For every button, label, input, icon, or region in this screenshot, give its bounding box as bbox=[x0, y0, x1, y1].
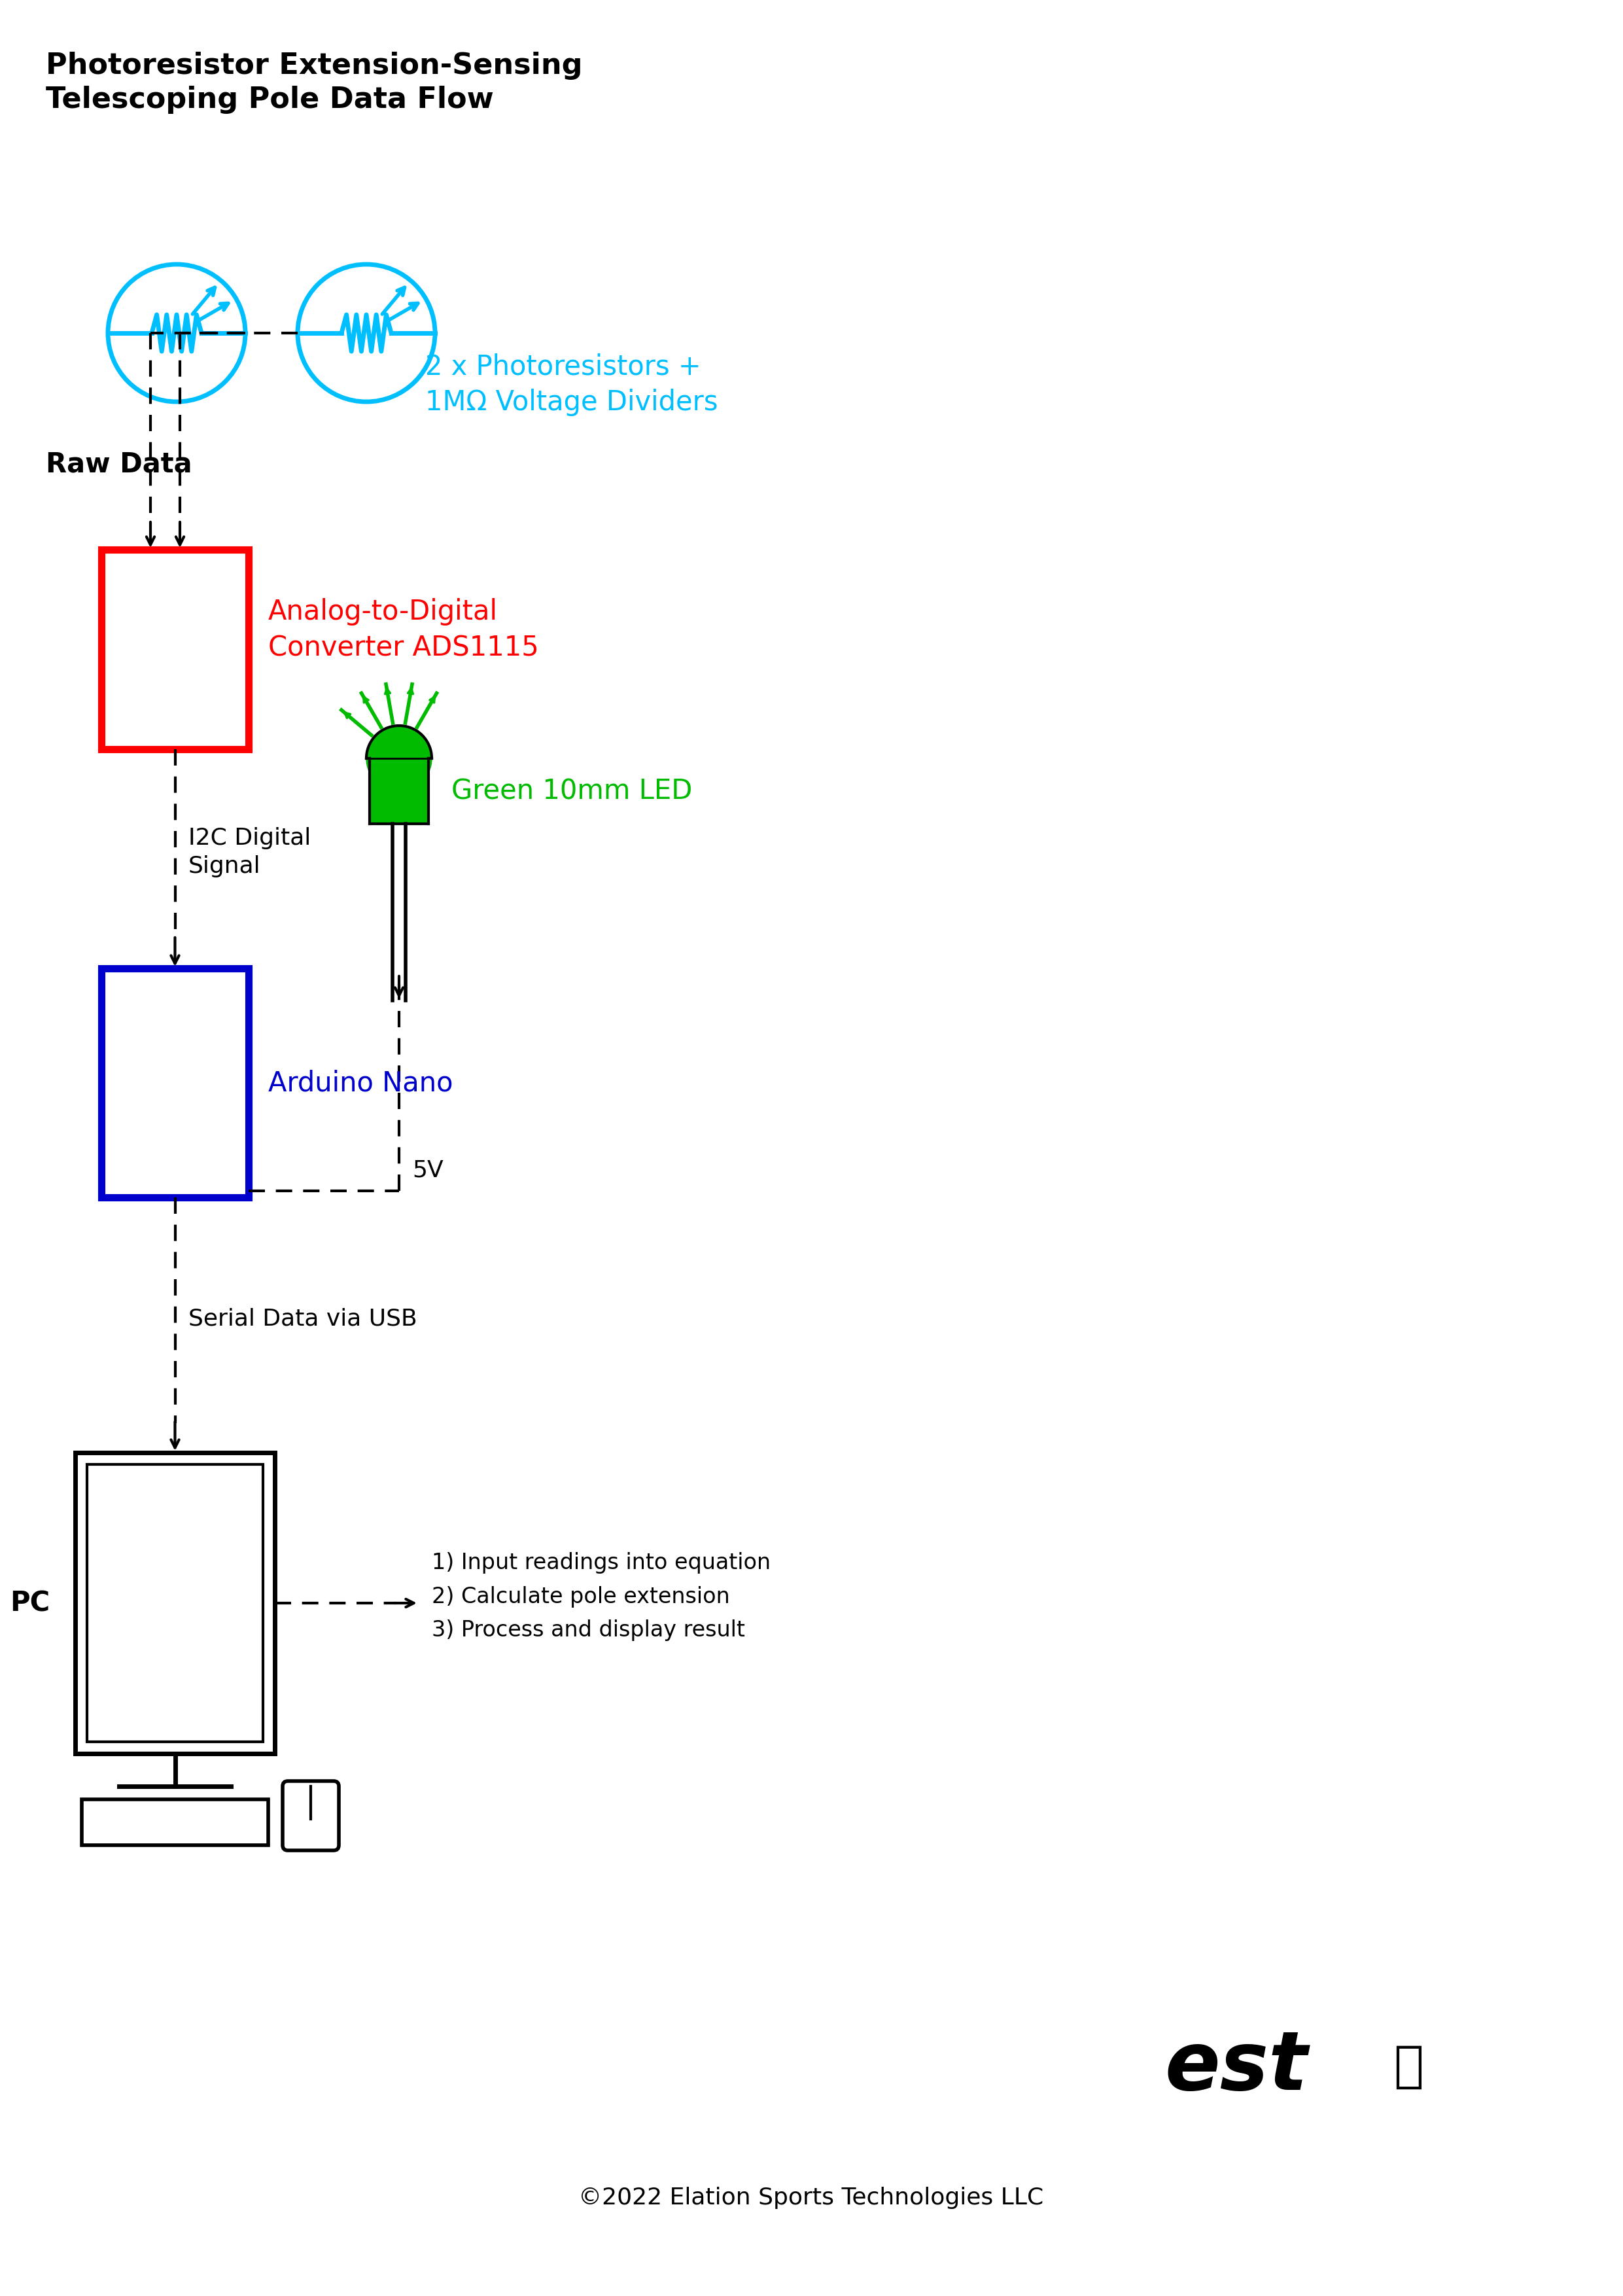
Text: Green 10mm LED: Green 10mm LED bbox=[451, 778, 693, 806]
Text: 2 x Photoresistors +
1MΩ Voltage Dividers: 2 x Photoresistors + 1MΩ Voltage Divider… bbox=[425, 354, 717, 416]
Text: 🐧: 🐧 bbox=[1394, 2043, 1423, 2092]
Polygon shape bbox=[370, 758, 428, 824]
Text: est: est bbox=[1164, 2027, 1308, 2105]
Text: Analog-to-Digital
Converter ADS1115: Analog-to-Digital Converter ADS1115 bbox=[268, 597, 539, 661]
Text: 1) Input readings into equation
2) Calculate pole extension
3) Process and displ: 1) Input readings into equation 2) Calcu… bbox=[432, 1552, 771, 1642]
Bar bbox=[101, 549, 248, 748]
Text: Arduino Nano: Arduino Nano bbox=[268, 1070, 453, 1097]
Text: Raw Data: Raw Data bbox=[45, 450, 192, 478]
Bar bbox=[88, 1465, 263, 1743]
Bar bbox=[101, 969, 248, 1199]
Text: 5V: 5V bbox=[412, 1159, 443, 1180]
Bar bbox=[75, 1453, 274, 1754]
Text: I2C Digital
Signal: I2C Digital Signal bbox=[188, 827, 310, 877]
Text: PC: PC bbox=[10, 1589, 50, 1616]
Text: ©2022 Elation Sports Technologies LLC: ©2022 Elation Sports Technologies LLC bbox=[578, 2186, 1044, 2209]
Text: Photoresistor Extension-Sensing
Telescoping Pole Data Flow: Photoresistor Extension-Sensing Telescop… bbox=[45, 53, 583, 113]
Bar bbox=[81, 1800, 268, 1846]
Circle shape bbox=[367, 726, 432, 792]
Text: Serial Data via USB: Serial Data via USB bbox=[188, 1306, 417, 1329]
